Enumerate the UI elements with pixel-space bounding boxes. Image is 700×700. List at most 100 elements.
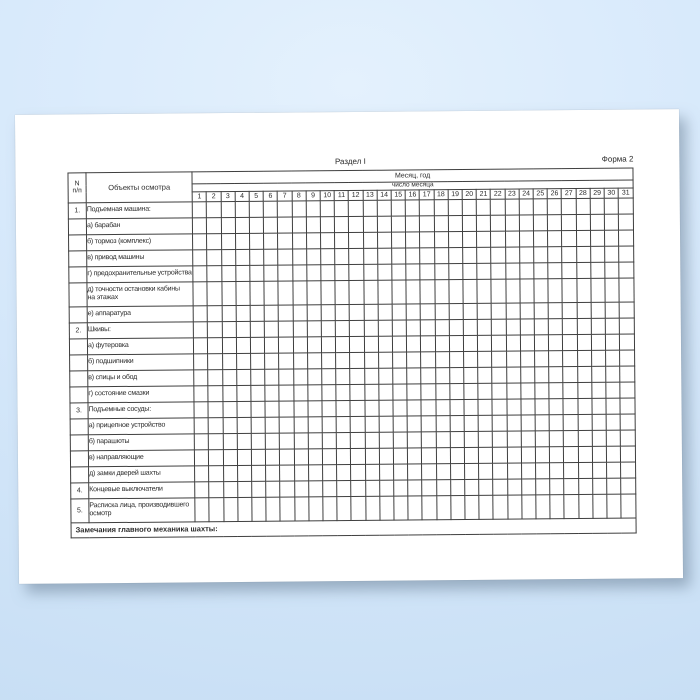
day-cell [207, 321, 222, 338]
day-cell [334, 215, 349, 233]
day-cell [533, 278, 549, 303]
day-cell [507, 494, 522, 519]
day-cell [462, 230, 477, 248]
day-cell [334, 247, 350, 265]
row-label: д) точности остановки кабины на этажах [86, 281, 194, 307]
day-cell [350, 447, 366, 464]
day-cell [605, 333, 620, 350]
day-cell [491, 246, 506, 263]
day-cell [448, 247, 463, 264]
day-cell [364, 431, 380, 448]
day-number: 27 [561, 188, 576, 199]
day-cell [477, 350, 493, 367]
day-cell [378, 415, 394, 432]
day-cell [478, 446, 493, 463]
day-cell [605, 381, 621, 398]
day-number: 15 [391, 189, 406, 200]
row-number [70, 434, 89, 451]
day-cell [251, 496, 267, 521]
day-cell [590, 277, 606, 302]
day-cell [407, 447, 422, 464]
day-cell [236, 384, 251, 401]
day-cell [265, 384, 280, 401]
day-cell [435, 351, 450, 368]
day-cell [237, 464, 252, 481]
day-cell [521, 462, 536, 479]
day-cell [320, 280, 336, 305]
day-cell [307, 352, 322, 369]
day-cell [406, 303, 421, 320]
day-cell [435, 383, 450, 400]
day-cell [492, 414, 507, 431]
day-cell [535, 414, 550, 431]
day-cell [606, 429, 621, 446]
day-cell [563, 446, 579, 463]
day-cell [322, 416, 337, 433]
day-cell [435, 415, 451, 432]
day-cell [379, 495, 395, 520]
day-cell [535, 462, 550, 479]
row-label: а) прицепное устройство [88, 417, 195, 435]
day-cell [605, 301, 620, 318]
day-number: 11 [334, 189, 349, 201]
day-cell [576, 261, 591, 279]
row-label: б) тормоз (комплекс) [86, 233, 193, 251]
day-cell [619, 261, 634, 278]
day-cell [618, 229, 634, 246]
day-cell [194, 433, 209, 450]
day-cell [348, 199, 363, 216]
day-cell [520, 334, 535, 351]
day-cell [478, 478, 494, 495]
day-cell [234, 200, 250, 217]
row-label: в) спицы и обод [87, 369, 194, 387]
day-cell [578, 445, 593, 463]
day-cell [350, 415, 365, 432]
day-cell [519, 230, 534, 247]
day-cell [592, 429, 607, 446]
day-cell [265, 416, 280, 433]
day-number: 16 [405, 189, 420, 200]
day-cell [533, 246, 549, 263]
day-number: 1 [192, 191, 207, 202]
col-header-num-line2: п/п [72, 187, 82, 195]
day-cell [249, 280, 265, 305]
day-cell [493, 478, 508, 495]
day-cell [520, 366, 535, 383]
day-cell [294, 464, 309, 481]
day-cell [521, 478, 536, 495]
day-cell [236, 416, 252, 433]
day-cell [391, 215, 406, 232]
day-cell [307, 320, 322, 337]
day-cell [604, 245, 620, 262]
day-cell [192, 265, 208, 282]
day-cell [463, 318, 478, 336]
paper-sheet: Раздел I Форма 2 N п/п Объекты осмотра [14, 109, 684, 584]
row-number [69, 354, 88, 371]
day-cell [575, 197, 591, 215]
day-cell [576, 229, 591, 247]
day-cell [577, 429, 593, 447]
day-cell [604, 277, 620, 302]
day-cell [250, 384, 266, 401]
day-cell [362, 215, 378, 232]
day-cell [520, 382, 535, 399]
day-cell [419, 215, 435, 232]
day-cell [620, 381, 635, 398]
row-label: Шкивы: [87, 321, 194, 339]
day-cell [620, 413, 636, 430]
day-cell [406, 319, 421, 336]
row-number [68, 250, 87, 267]
day-cell [392, 399, 408, 416]
day-cell [491, 318, 507, 335]
day-cell [448, 303, 464, 320]
day-cell [505, 262, 520, 279]
day-cell [265, 432, 280, 449]
row-label: в) направляющие [88, 449, 195, 467]
day-cell [550, 494, 565, 519]
day-cell [490, 214, 506, 231]
day-cell [350, 463, 366, 480]
day-cell [433, 199, 449, 216]
day-cell [348, 215, 364, 232]
day-cell [249, 264, 265, 281]
day-cell [264, 368, 280, 385]
